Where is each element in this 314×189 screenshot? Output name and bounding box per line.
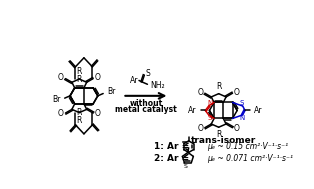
Text: 2: Ar =: 2: Ar = xyxy=(154,154,189,163)
Text: trans-isomer: trans-isomer xyxy=(191,136,256,145)
Text: μₑ ~ 0.15 cm²·V⁻¹·s⁻¹: μₑ ~ 0.15 cm²·V⁻¹·s⁻¹ xyxy=(207,142,288,151)
Text: O: O xyxy=(234,88,240,97)
Text: Ar: Ar xyxy=(253,106,262,115)
Text: R: R xyxy=(216,130,221,139)
Text: μₑ ~ 0.071 cm²·V⁻¹·s⁻¹: μₑ ~ 0.071 cm²·V⁻¹·s⁻¹ xyxy=(207,154,293,163)
Text: O: O xyxy=(198,88,203,97)
Text: 1: Ar =: 1: Ar = xyxy=(154,142,189,151)
Text: O: O xyxy=(95,73,100,82)
Text: R: R xyxy=(77,116,82,125)
Text: N: N xyxy=(239,115,245,121)
Text: O: O xyxy=(198,124,203,133)
Text: Br: Br xyxy=(52,95,61,104)
Text: O: O xyxy=(95,109,100,118)
Text: R: R xyxy=(77,108,82,117)
Text: without: without xyxy=(129,99,163,108)
Text: S: S xyxy=(240,100,244,106)
Text: Br: Br xyxy=(107,88,116,96)
Text: Ar: Ar xyxy=(130,76,138,85)
Text: O: O xyxy=(58,109,64,118)
Text: Ar: Ar xyxy=(188,106,197,115)
Text: S: S xyxy=(183,164,187,169)
Text: S: S xyxy=(208,115,212,121)
Text: R: R xyxy=(77,74,82,84)
Text: metal catalyst: metal catalyst xyxy=(115,105,177,114)
Text: N: N xyxy=(207,100,212,106)
Text: R: R xyxy=(77,67,82,76)
Text: O: O xyxy=(234,124,240,133)
Text: NH₂: NH₂ xyxy=(150,81,165,90)
Text: O: O xyxy=(58,73,64,82)
Text: R: R xyxy=(216,82,221,91)
Text: S: S xyxy=(146,69,151,78)
